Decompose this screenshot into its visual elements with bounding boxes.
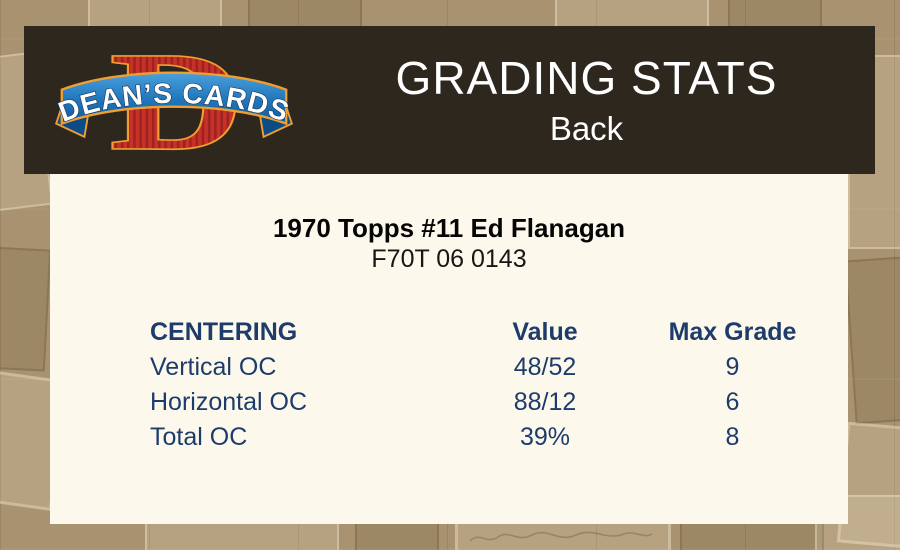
column-header-max-grade: Max Grade	[668, 318, 797, 346]
centering-table: CENTERING Value Max Grade Vertical OC 48…	[150, 315, 825, 455]
background-card	[355, 520, 439, 550]
background-card	[248, 0, 362, 28]
deans-cards-logo[interactable]: D DEAN’S CARDS	[50, 35, 298, 167]
row-value: 48/52	[513, 353, 577, 381]
page-subtitle: Back	[549, 109, 624, 147]
row-max-grade: 9	[725, 353, 740, 381]
card-code: F70T 06 0143	[371, 245, 527, 273]
card-title: 1970 Topps #11 Ed Flanagan	[272, 213, 626, 243]
header-title-block: GRADING STATS Back	[302, 26, 871, 174]
row-label: Vertical OC	[150, 353, 277, 381]
stats-panel: 1970 Topps #11 Ed Flanagan F70T 06 0143 …	[50, 174, 848, 524]
signature-doodle	[469, 531, 653, 542]
row-label: Horizontal OC	[150, 388, 307, 416]
background-card	[844, 255, 900, 425]
logo-ribbon	[60, 71, 288, 126]
table-row: Total OC 39% 8	[150, 420, 825, 455]
column-header-value: Value	[512, 318, 578, 346]
row-max-grade: 6	[725, 388, 740, 416]
table-header-row: CENTERING Value Max Grade	[150, 315, 825, 350]
table-row: Vertical OC 48/52 9	[150, 350, 825, 385]
row-label: Total OC	[150, 423, 248, 451]
row-value: 88/12	[513, 388, 577, 416]
page-title: GRADING STATS	[395, 51, 778, 104]
row-max-grade: 8	[725, 423, 740, 451]
header-banner: D DEAN’S CARDS GRADING STATS Back	[24, 26, 875, 174]
row-value: 39%	[519, 423, 571, 451]
background-card	[0, 246, 52, 372]
table-row: Horizontal OC 88/12 6	[150, 385, 825, 420]
column-header-centering: CENTERING	[150, 318, 298, 346]
